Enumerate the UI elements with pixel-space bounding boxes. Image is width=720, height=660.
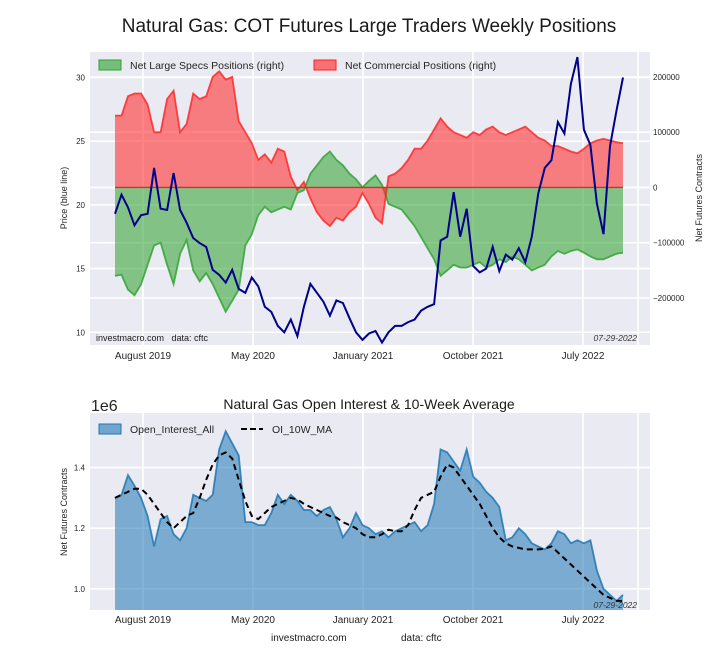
watermark: investmacro.com data: cftc	[96, 333, 209, 343]
x-tick-label: October 2021	[443, 615, 504, 626]
footer-data: data: cftc	[401, 633, 442, 644]
y-tick-label: 25	[76, 137, 85, 146]
footer-site: investmacro.com	[271, 633, 347, 644]
y-scale-label: 1e6	[91, 398, 118, 415]
date-stamp: 07-29-2022	[594, 600, 638, 610]
y-axis-left: 10 15 20 25 30	[76, 73, 85, 337]
open-interest-chart: Natural Gas Open Interest & 10-Week Aver…	[59, 396, 650, 626]
y-tick-label: −200000	[653, 294, 685, 303]
y-tick-label: 100000	[653, 128, 680, 137]
large-specs-line	[114, 150, 624, 314]
cot-positions-chart: 10 15 20 25 30 −200000 −100000 0 100000 200000 A…	[59, 52, 704, 362]
y-tick-label: 30	[76, 73, 85, 82]
x-tick-label: October 2021	[443, 351, 504, 362]
x-tick-label: January 2021	[333, 615, 394, 626]
position-areas	[114, 70, 624, 314]
commercial-line	[115, 70, 624, 228]
price-line-group	[114, 56, 624, 345]
x-tick-label: August 2019	[115, 615, 172, 626]
x-tick-label: July 2022	[562, 615, 605, 626]
y-tick-label: 20	[76, 201, 85, 210]
y-tick-label: 15	[76, 265, 85, 274]
y-tick-label: 200000	[653, 73, 680, 82]
x-tick-label: May 2020	[231, 351, 275, 362]
chart-title: Natural Gas Open Interest & 10-Week Aver…	[223, 396, 515, 412]
y-axis-right-label: Net Futures Contracts	[694, 153, 704, 242]
x-tick-label: May 2020	[231, 615, 275, 626]
legend-swatch-large-specs	[98, 59, 122, 71]
moving-average-line	[114, 451, 623, 602]
y-axis-right: −200000 −100000 0 100000 200000	[653, 73, 685, 303]
y-tick-label: −100000	[653, 239, 685, 248]
price-line	[114, 56, 624, 345]
legend: Net Large Specs Positions (right) Net Co…	[98, 59, 496, 72]
legend-label-open-interest: Open_Interest_All	[130, 424, 214, 436]
legend-label-large-specs: Net Large Specs Positions (right)	[130, 60, 284, 72]
y-tick-label: 1.0	[74, 585, 86, 594]
moving-average-group	[114, 451, 623, 602]
y-axis: 1.0 1.2 1.4	[74, 464, 86, 594]
y-tick-label: 10	[76, 328, 85, 337]
legend-label-ma: OI_10W_MA	[272, 424, 332, 436]
x-axis: August 2019 May 2020 January 2021 October 2…	[115, 351, 605, 362]
x-tick-label: August 2019	[115, 351, 172, 362]
x-tick-label: January 2021	[333, 351, 394, 362]
x-tick-label: July 2022	[562, 351, 605, 362]
open-interest-fill	[115, 431, 623, 610]
y-tick-label: 0	[653, 183, 658, 192]
y-tick-label: 1.2	[74, 524, 86, 533]
legend-swatch-open-interest	[98, 423, 122, 435]
legend-swatch-commercial	[313, 59, 337, 71]
y-axis-label: Net Futures Contracts	[59, 467, 69, 556]
x-axis: August 2019 May 2020 January 2021 October 2…	[115, 615, 605, 626]
y-tick-label: 1.4	[74, 464, 86, 473]
date-stamp: 07-29-2022	[594, 333, 638, 343]
legend: Open_Interest_All OI_10W_MA	[98, 423, 332, 436]
y-axis-left-label: Price (blue line)	[59, 167, 69, 230]
figure-title: Natural Gas: COT Futures Large Traders W…	[122, 16, 617, 37]
legend-label-commercial: Net Commercial Positions (right)	[345, 60, 496, 72]
large-specs-area	[115, 151, 623, 312]
